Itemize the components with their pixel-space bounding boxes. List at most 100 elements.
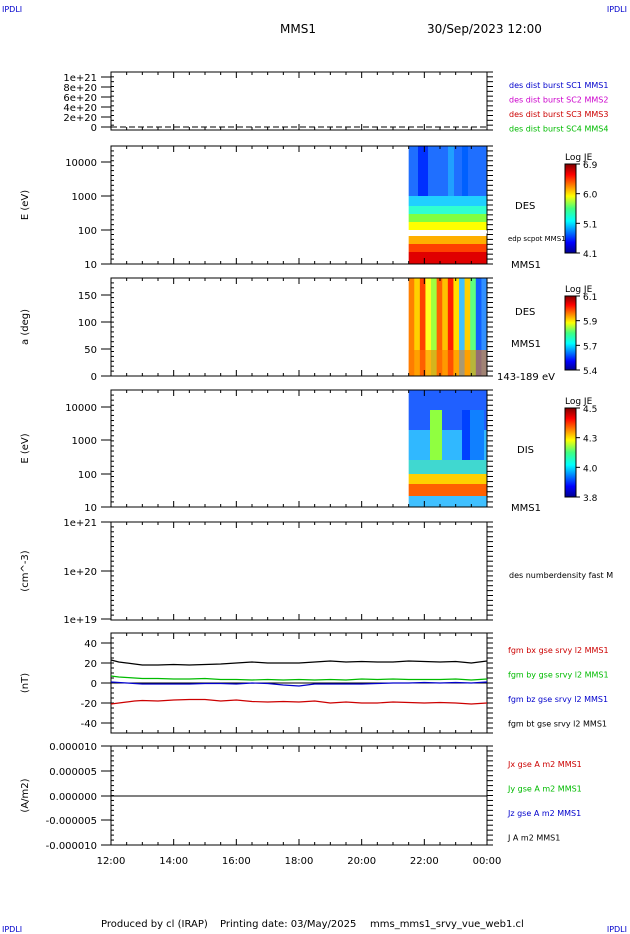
footer-filename: mms_mms1_srvy_vue_web1.cl bbox=[370, 919, 524, 930]
des-energy-colorbar-tick-label: 6.0 bbox=[583, 191, 598, 201]
des-energy-panel-y-axis-label: E (eV) bbox=[20, 190, 31, 220]
dis-energy-band-3 bbox=[408, 460, 487, 474]
fgm-panel-y-axis-label: (nT) bbox=[20, 673, 31, 693]
des-pitch-colorbar-tick-label: 5.4 bbox=[583, 367, 598, 377]
fgm-y-tick-label: 40 bbox=[84, 639, 97, 650]
des-pitch-panel-y-axis-label: a (deg) bbox=[20, 309, 31, 345]
des-pitch-column-2 bbox=[414, 278, 421, 376]
des-energy-label-species: DES bbox=[515, 201, 535, 212]
corner-label-top-left: IPDLI bbox=[2, 5, 23, 14]
current-panel-y-tick-label: 0.000005 bbox=[49, 767, 97, 778]
current-panel-y-axis-label: (A/m2) bbox=[20, 778, 31, 812]
des-energy-band-3 bbox=[408, 206, 487, 214]
dis-energy-panel-y-tick-label: 1000 bbox=[72, 436, 97, 447]
des-pitch-colorbar-title: Log JE bbox=[565, 285, 593, 295]
current-legend-1: Jx gse A m2 MMS1 bbox=[507, 760, 582, 769]
des-pitch-colorbar-tick-label: 6.1 bbox=[583, 293, 597, 303]
des-pitch-column-6 bbox=[436, 278, 443, 376]
burst-panel-y-tick-label: 0 bbox=[91, 123, 97, 134]
des-pitch-column-9 bbox=[453, 278, 460, 376]
dis-energy-panel-y-tick-label: 10000 bbox=[65, 403, 97, 414]
corner-label-bottom-right: IPDLI bbox=[606, 925, 627, 934]
dis-energy-colorbar bbox=[564, 407, 577, 498]
des-energy-stripe-1 bbox=[418, 146, 428, 196]
dis-energy-panel-y-axis-label: E (eV) bbox=[20, 433, 31, 463]
footer-printing-date: Printing date: 03/May/2025 bbox=[220, 919, 357, 930]
fgm-legend-1: fgm bx gse srvy l2 MMS1 bbox=[508, 646, 609, 655]
fgm-series-3 bbox=[110, 681, 488, 687]
des-energy-panel-y-tick-label: 10 bbox=[84, 260, 97, 271]
x-tick-label: 18:00 bbox=[285, 856, 314, 867]
des-pitch-colorbar bbox=[564, 295, 577, 371]
des-pitch-column-7 bbox=[442, 278, 449, 376]
current-legend-2: Jy gse A m2 MMS1 bbox=[507, 785, 582, 794]
dis-energy-stripe-2 bbox=[462, 410, 470, 460]
des-energy-panel-y-tick-label: 10000 bbox=[65, 158, 97, 169]
dis-energy-colorbar-title: Log JE bbox=[565, 397, 593, 407]
des-pitch-panel-y-tick-label: 100 bbox=[78, 318, 97, 329]
dis-energy-colorbar-tick-label: 3.8 bbox=[583, 494, 598, 504]
des-pitch-bottom-band bbox=[408, 350, 487, 376]
corner-label-bottom-left: IPDLI bbox=[2, 925, 23, 934]
burst-panel-y-tick-label: 4e+20 bbox=[63, 103, 97, 114]
fgm-series-2 bbox=[110, 675, 488, 681]
des-energy-colorbar-tick-label: 4.1 bbox=[583, 250, 597, 260]
des-energy-stripe-3 bbox=[462, 146, 468, 196]
des-energy-colorbar-tick-label: 6.9 bbox=[583, 161, 598, 171]
des-energy-band-5 bbox=[408, 222, 487, 230]
dis-energy-colorbar-tick-label: 4.5 bbox=[583, 405, 597, 415]
des-energy-colorbar-title: Log JE bbox=[565, 153, 593, 163]
burst-legend-1: des dist burst SC1 MMS1 bbox=[509, 81, 608, 90]
burst-panel-y-tick-label: 8e+20 bbox=[63, 83, 97, 94]
burst-legend-2: des dist burst SC2 MMS2 bbox=[509, 96, 608, 105]
des-energy-panel-y-tick-label: 100 bbox=[78, 226, 97, 237]
dis-energy-panel-y-tick-label: 100 bbox=[78, 470, 97, 481]
fgm-y-tick-label: -40 bbox=[81, 719, 97, 730]
des-pitch-column-12 bbox=[470, 278, 477, 376]
current-legend-4: J A m2 MMS1 bbox=[507, 834, 560, 843]
density-panel-y-tick-label: 1e+20 bbox=[63, 567, 97, 578]
spacecraft-title: MMS1 bbox=[280, 22, 316, 36]
des-pitch-column-1 bbox=[408, 278, 415, 376]
dis-energy-colorbar-tick-label: 4.0 bbox=[583, 464, 598, 474]
des-pitch-column-5 bbox=[431, 278, 438, 376]
fgm-series-1 bbox=[110, 698, 488, 705]
des-pitch-label-sc: MMS1 bbox=[511, 339, 541, 350]
fgm-legend-2: fgm by gse srvy l2 MMS1 bbox=[508, 671, 609, 680]
des-pitch-column-3 bbox=[419, 278, 426, 376]
fgm-y-tick-label: 20 bbox=[84, 659, 97, 670]
fgm-series-4 bbox=[110, 659, 488, 666]
des-energy-band-2 bbox=[408, 196, 487, 206]
current-panel-y-tick-label: 0.000000 bbox=[49, 792, 97, 803]
density-panel-y-axis-label: (cm^-3) bbox=[20, 550, 31, 591]
des-pitch-column-11 bbox=[464, 278, 471, 376]
density-legend: des numberdensity fast M bbox=[509, 571, 613, 580]
des-energy-label-sc: MMS1 bbox=[511, 260, 541, 271]
burst-panel-frame bbox=[110, 71, 488, 131]
dis-energy-stripe-3 bbox=[470, 410, 484, 460]
fgm-legend-4: fgm bt gse srvy l2 MMS1 bbox=[508, 720, 607, 729]
dis-energy-label-sc: MMS1 bbox=[511, 503, 541, 514]
des-pitch-colorbar-tick-label: 5.9 bbox=[583, 318, 598, 328]
des-energy-band-4 bbox=[408, 214, 487, 222]
dis-energy-band-4 bbox=[408, 474, 487, 484]
fgm-legend-3: fgm bz gse srvy l2 MMS1 bbox=[508, 695, 608, 704]
density-panel-y-tick-label: 1e+21 bbox=[63, 518, 97, 529]
des-pitch-column-13 bbox=[475, 278, 482, 376]
dis-energy-colorbar-tick-label: 4.3 bbox=[583, 435, 597, 445]
density-panel-y-tick-label: 1e+19 bbox=[63, 615, 97, 626]
burst-panel-y-tick-label: 6e+20 bbox=[63, 93, 97, 104]
burst-legend-4: des dist burst SC4 MMS4 bbox=[509, 125, 608, 134]
des-pitch-panel-y-tick-label: 150 bbox=[78, 291, 97, 302]
des-pitch-column-10 bbox=[459, 278, 466, 376]
burst-panel-y-tick-label: 1e+21 bbox=[63, 73, 97, 84]
des-pitch-label-species: DES bbox=[515, 307, 535, 318]
x-tick-label: 20:00 bbox=[347, 856, 376, 867]
des-pitch-column-4 bbox=[425, 278, 432, 376]
des-energy-band-9 bbox=[408, 252, 487, 264]
des-energy-panel-y-tick-label: 1000 bbox=[72, 192, 97, 203]
dis-energy-stripe-1 bbox=[430, 410, 442, 460]
x-tick-label: 14:00 bbox=[159, 856, 188, 867]
dis-energy-band-6 bbox=[408, 496, 487, 507]
des-pitch-label-energy: 143-189 eV bbox=[497, 372, 555, 383]
